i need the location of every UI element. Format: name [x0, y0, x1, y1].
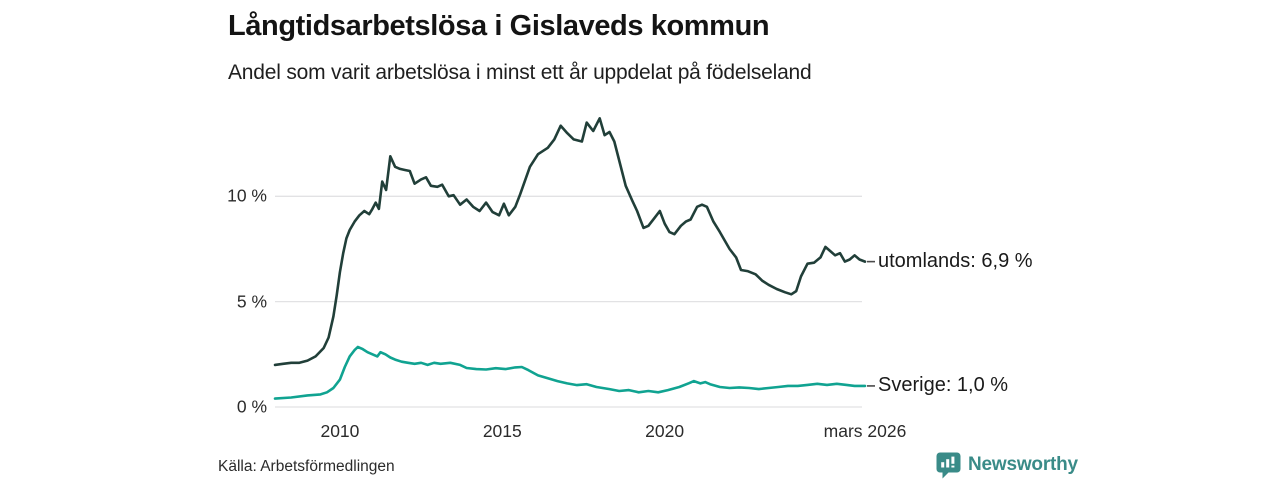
x-axis-label: 2015: [482, 421, 522, 441]
x-axis-label: mars 2026: [823, 421, 907, 441]
logo-text: Newsworthy: [968, 454, 1078, 475]
newsworthy-logo: Newsworthy: [936, 451, 1078, 479]
bar-chart-speech-bubble-icon: [936, 452, 961, 478]
x-axis-label: 2020: [645, 421, 685, 441]
x-axis-label: 2010: [320, 421, 360, 441]
y-axis-label: 10 %: [227, 185, 267, 206]
source-note: Källa: Arbetsförmedlingen: [218, 458, 395, 475]
y-axis-label: 0 %: [236, 396, 267, 417]
series-line-Sverige: [273, 345, 867, 400]
series-label-utomlands: utomlands: 6,9 %: [878, 249, 1033, 272]
chart-subtitle: Andel som varit arbetslösa i minst ett å…: [228, 61, 812, 84]
y-axis-label: 5 %: [236, 291, 267, 312]
series-line-utomlands: [273, 117, 867, 367]
series-label-Sverige: Sverige: 1,0 %: [878, 373, 1009, 396]
chart-title: Långtidsarbetslösa i Gislaveds kommun: [228, 10, 770, 42]
